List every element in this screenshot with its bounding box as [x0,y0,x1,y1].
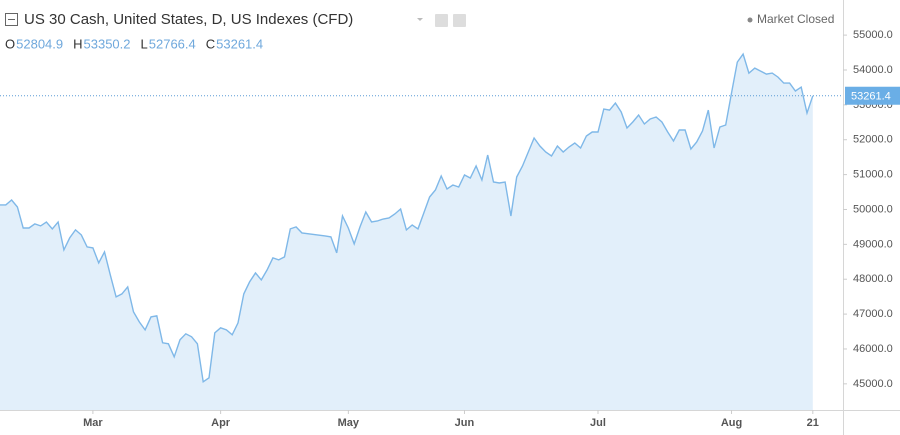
status-dot [747,17,753,23]
y-tick-label: 45000.0 [853,378,893,390]
dropdown-caret[interactable] [417,18,423,21]
x-tick-label: Jun [455,417,475,429]
x-tick-label: Jul [590,417,606,429]
ohlc-value: 52804.9 [16,36,63,51]
y-tick-label: 47000.0 [853,308,893,320]
x-tick-label: Mar [83,417,103,429]
x-tick-label: Aug [721,417,742,429]
last-price-tag [845,86,900,105]
ohlc-value: 52766.4 [149,36,196,51]
settings-icon[interactable] [435,14,448,27]
last-price-label: 53261.4 [851,91,891,103]
ohlc-value: 53261.4 [216,36,263,51]
x-tick-label: May [338,417,360,429]
ohlc-value: 53350.2 [84,36,131,51]
x-tick-label: Apr [211,417,231,429]
y-tick-label: 50000.0 [853,203,893,215]
settings-icon[interactable] [453,14,466,27]
ohlc-row: O 52804.9 H 53350.2 L 52766.4 C 53261.4 [5,36,263,51]
ohlc-label: H [73,36,82,51]
market-status: Market Closed [757,12,834,26]
y-tick-label: 49000.0 [853,238,893,250]
y-tick-label: 46000.0 [853,343,893,355]
plot-area [0,52,814,410]
y-tick-label: 55000.0 [853,29,893,41]
y-tick-label: 54000.0 [853,64,893,76]
chart-title: US 30 Cash, United States, D, US Indexes… [24,11,353,28]
y-tick-label: 51000.0 [853,169,893,181]
y-tick-label: 48000.0 [853,273,893,285]
area-fill [0,54,813,410]
ohlc-label: L [141,36,148,51]
price-line [0,52,814,384]
x-tick-label: 21 [807,417,819,429]
ohlc-label: C [206,36,215,51]
y-tick-label: 52000.0 [853,134,893,146]
ohlc-label: O [5,36,15,51]
